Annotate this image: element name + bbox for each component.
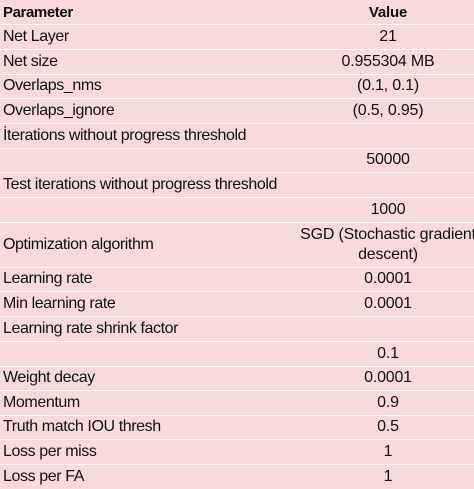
row-value: 0.0001 (364, 369, 412, 387)
table-row: İterations without progress threshold (0, 124, 474, 149)
table-row: Loss per FA 1 (0, 465, 474, 489)
table-row: Net size 0.955304 MB (0, 50, 474, 75)
row-value: (0.1, 0.1) (356, 77, 420, 95)
row-parameter: Learning rate shrink factor (3, 319, 179, 337)
table-row: Truth match IOU thresh 0.5 (0, 416, 474, 440)
table-row: 0.1 (0, 342, 474, 367)
row-parameter: İterations without progress threshold (3, 126, 247, 144)
row-value: 1 (383, 442, 393, 460)
row-value: 0.5 (377, 418, 399, 436)
table-row: Overlaps_nms (0.1, 0.1) (0, 75, 474, 99)
row-parameter: Min learning rate (3, 295, 116, 312)
row-value: 0.955304 MB (341, 52, 435, 70)
row-value: 0.0001 (364, 295, 412, 312)
table-header-row: Parameter Value (0, 0, 474, 25)
row-parameter: Overlaps_nms (3, 77, 102, 95)
table-row: Loss per miss 1 (0, 440, 474, 465)
row-value: 0.9 (377, 393, 399, 411)
row-value: 1000 (370, 200, 406, 218)
row-parameter: Loss per FA (3, 467, 84, 485)
row-parameter: Overlaps_ignore (3, 101, 115, 119)
table-row: Min learning rate 0.0001 (0, 292, 474, 317)
row-value: 50000 (366, 151, 410, 169)
table-row: Weight decay 0.0001 (0, 367, 474, 391)
row-parameter: Truth match IOU thresh (3, 418, 161, 436)
table-row: 1000 (0, 198, 474, 223)
row-parameter: Optimization algorithm (3, 235, 154, 253)
table-row: Learning rate shrink factor (0, 317, 474, 342)
row-value: (0.5, 0.95) (352, 101, 424, 119)
row-parameter: Test iterations without progress thresho… (3, 176, 278, 193)
table-row: Learning rate 0.0001 (0, 268, 474, 292)
row-parameter: Net Layer (3, 28, 69, 45)
row-value (302, 317, 474, 341)
row-parameter: Loss per miss (3, 442, 97, 460)
row-value (302, 173, 474, 197)
table-row: 50000 (0, 149, 474, 173)
row-parameter: Learning rate (3, 270, 93, 288)
row-parameter: Net size (3, 52, 58, 70)
row-value: 0.0001 (364, 270, 412, 288)
header-parameter: Parameter (3, 3, 73, 21)
table-row: Optimization algorithm SGD (Stochastic g… (0, 223, 474, 268)
row-parameter: Weight decay (3, 369, 95, 387)
table-row: Momentum 0.9 (0, 391, 474, 416)
row-value: 1 (383, 467, 393, 485)
table-row: Test iterations without progress thresho… (0, 173, 474, 198)
row-value: SGD (Stochastic gradient descent) (300, 225, 474, 263)
row-value: 21 (379, 28, 397, 45)
header-value: Value (368, 3, 408, 21)
row-parameter: Momentum (3, 393, 80, 411)
table-row: Net Layer 21 (0, 25, 474, 50)
table-row: Overlaps_ignore (0.5, 0.95) (0, 99, 474, 124)
row-value: 0.1 (377, 344, 399, 362)
row-value (302, 124, 474, 148)
